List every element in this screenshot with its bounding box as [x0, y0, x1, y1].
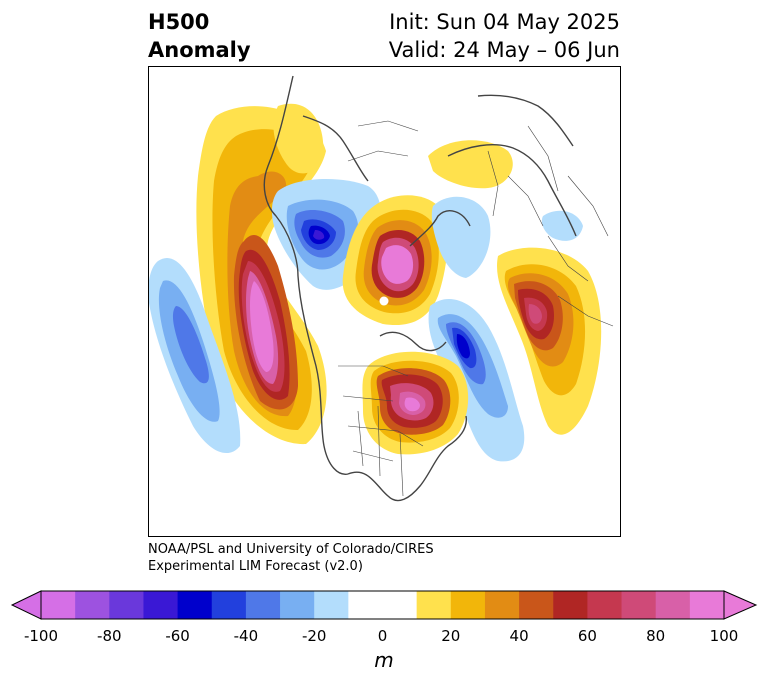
coastlines	[263, 75, 577, 502]
colorbar-tick-label: -100	[23, 627, 59, 645]
trough-n-atlantic	[428, 298, 525, 462]
colorbar-swatch	[450, 591, 486, 619]
trough-siberia	[541, 210, 583, 241]
title-left: H500 Anomaly	[148, 8, 251, 64]
field-label: H500	[148, 10, 210, 34]
colorbar-swatch	[75, 591, 110, 619]
credit-line-2: Experimental LIM Forecast (v2.0)	[148, 559, 363, 574]
ridge-europe	[497, 247, 602, 435]
colorbar-extend-high	[723, 590, 758, 620]
ridge-arctic	[342, 195, 448, 326]
political-borders	[338, 120, 614, 497]
colorbar-tick-label: -20	[301, 627, 327, 645]
colorbar-swatch	[348, 591, 383, 619]
colorbar-swatch	[416, 591, 452, 619]
colorbar-swatch	[382, 591, 418, 619]
colorbar-extend-low	[10, 590, 42, 620]
colorbar-swatch	[587, 591, 623, 619]
anomaly-label: Anomaly	[148, 38, 251, 62]
colorbar-swatch	[621, 591, 657, 619]
colorbar-swatch	[177, 591, 213, 619]
anomaly-map	[148, 66, 621, 537]
colorbar-unit-label: m	[374, 648, 394, 672]
colorbar-tick-label: 80	[646, 627, 666, 645]
colorbar-tick-label: 20	[441, 627, 461, 645]
north-pole-marker	[379, 296, 389, 306]
colorbar-tick-label: 60	[577, 627, 597, 645]
colorbar-swatch	[553, 591, 588, 619]
colorbar-swatch	[655, 591, 691, 619]
colorbar-swatch	[314, 591, 349, 619]
colorbar-tick-label: 0	[377, 627, 388, 645]
colorbar-swatch	[280, 591, 315, 619]
ridge-scandinavia	[428, 140, 513, 189]
colorbar-swatch	[41, 591, 76, 619]
colorbar-tick-label: 100	[709, 627, 739, 645]
colorbar-swatch	[484, 591, 520, 619]
anomaly-fields	[148, 75, 614, 502]
colorbar-tick-label: -60	[165, 627, 190, 645]
credit-line-1: NOAA/PSL and University of Colorado/CIRE…	[148, 542, 434, 557]
colorbar-swatch	[689, 591, 725, 619]
trough-greenland	[431, 196, 491, 278]
trough-central-pacific	[148, 258, 241, 454]
colorbar-tick-label: -80	[97, 627, 122, 645]
colorbar-tick-label: -40	[233, 627, 259, 645]
ridge-eastern-canada	[362, 351, 469, 455]
valid-period: Valid: 24 May – 06 Jun	[388, 38, 620, 62]
map-frame	[148, 66, 621, 537]
colorbar-swatch	[143, 591, 179, 619]
colorbar-swatch	[109, 591, 144, 619]
colorbar-swatch	[519, 591, 554, 619]
colorbar-swatch	[245, 591, 281, 619]
colorbar-tick-label: 40	[509, 627, 529, 645]
init-date: Init: Sun 04 May 2025	[389, 10, 620, 34]
ridge-alaska	[273, 103, 324, 174]
colorbar	[10, 590, 758, 620]
colorbar-outline	[40, 590, 725, 620]
credit: NOAA/PSL and University of Colorado/CIRE…	[148, 541, 434, 575]
colorbar-swatch	[211, 591, 247, 619]
title-right: Init: Sun 04 May 2025 Valid: 24 May – 06…	[389, 8, 620, 64]
